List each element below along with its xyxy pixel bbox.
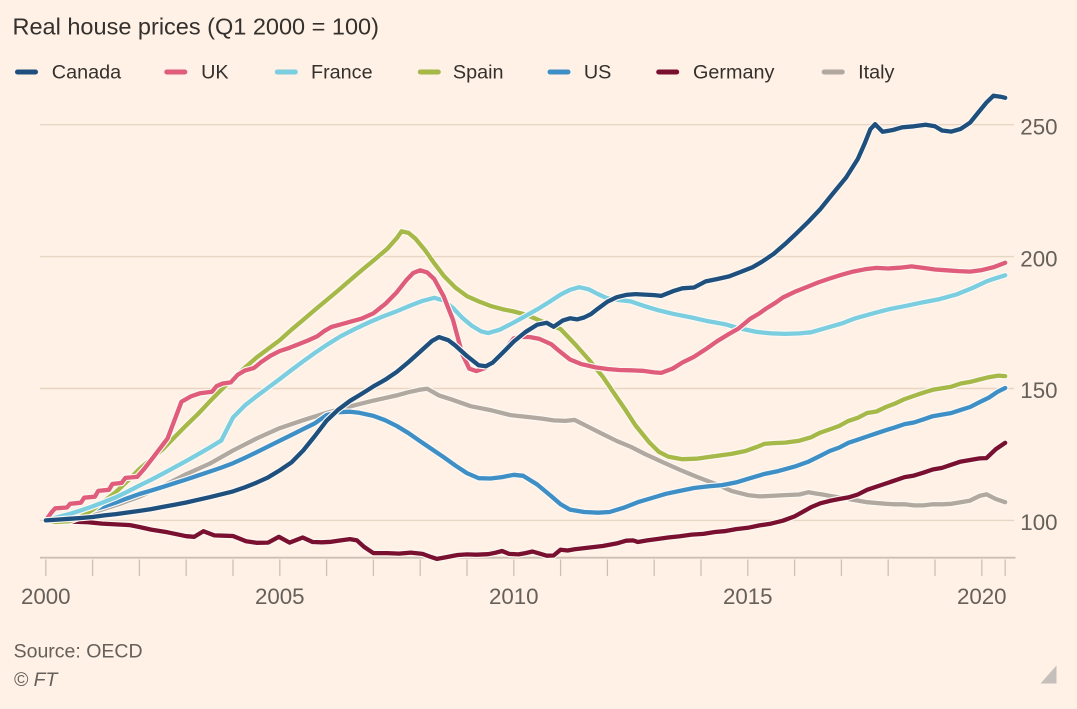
svg-text:150: 150	[1020, 378, 1057, 403]
svg-text:2020: 2020	[957, 584, 1007, 609]
svg-text:2010: 2010	[489, 584, 539, 609]
svg-text:2005: 2005	[255, 584, 305, 609]
svg-text:2015: 2015	[723, 584, 773, 609]
svg-text:Italy: Italy	[858, 62, 894, 84]
svg-text:100: 100	[1020, 510, 1057, 535]
svg-text:Spain: Spain	[453, 62, 504, 84]
svg-text:Canada: Canada	[52, 62, 121, 84]
svg-text:2000: 2000	[21, 584, 71, 609]
svg-text:Source: OECD: Source: OECD	[14, 641, 143, 663]
svg-text:UK: UK	[201, 62, 228, 84]
svg-text:250: 250	[1020, 114, 1057, 139]
svg-text:© FT: © FT	[14, 669, 60, 691]
svg-text:Germany: Germany	[693, 62, 774, 84]
svg-text:France: France	[311, 62, 373, 84]
svg-text:US: US	[584, 62, 611, 84]
svg-text:Real house prices (Q1 2000 = 1: Real house prices (Q1 2000 = 100)	[13, 14, 379, 40]
svg-text:200: 200	[1020, 246, 1057, 271]
